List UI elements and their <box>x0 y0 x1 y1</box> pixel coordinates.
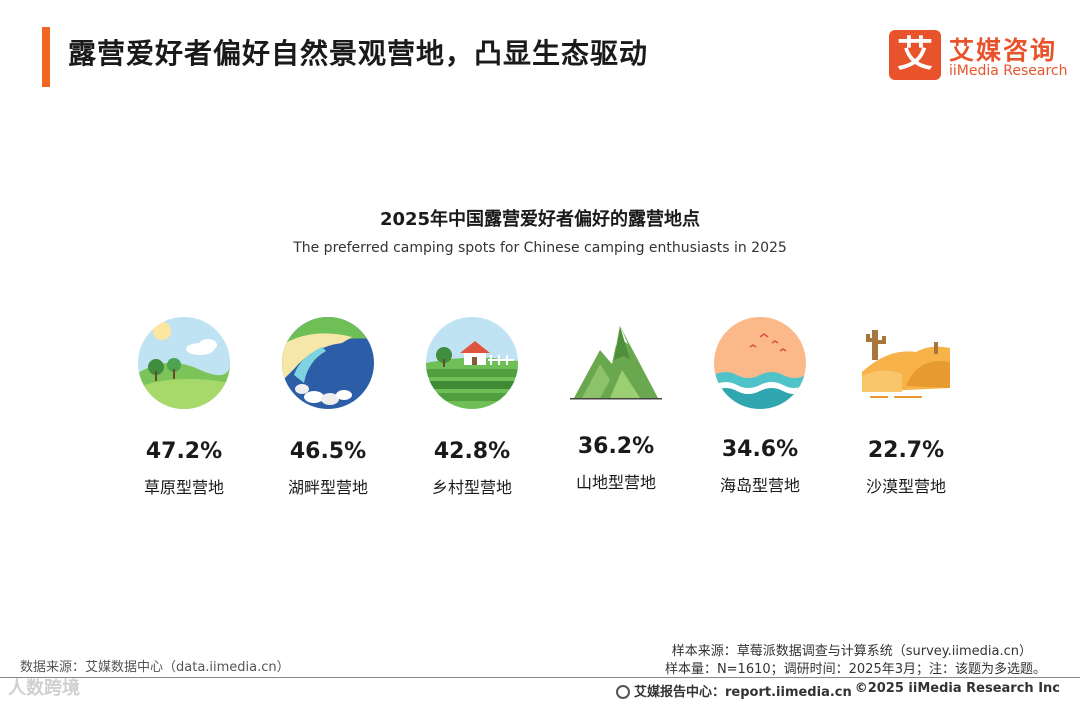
spot-value: 36.2% <box>577 434 655 459</box>
logo-mark: 艾 <box>889 30 941 80</box>
spot-value: 46.5% <box>289 439 367 464</box>
sample-source: 样本来源：草莓派数据调查与计算系统（survey.iimedia.cn） <box>671 644 1032 659</box>
page-title: 露营爱好者偏好自然景观营地，凸显生态驱动 <box>68 37 649 70</box>
logo-name-en: iiMedia Research <box>949 63 1068 79</box>
sample-info: 样本量：N=1610；调研时间：2025年3月；注：该题为多选题。 <box>664 662 1046 677</box>
grassland-icon <box>138 317 230 409</box>
title-accent-bar <box>42 27 50 87</box>
mountain-icon <box>570 326 662 400</box>
spot-item-island: 34.6% 海岛型营地 <box>690 317 830 496</box>
data-source: 数据来源：艾媒数据中心（data.iimedia.cn） <box>20 660 290 675</box>
spot-item-grassland: 47.2% 草原型营地 <box>114 317 254 498</box>
watermark: 人数跨境 <box>8 678 80 699</box>
lakeside-icon <box>282 317 374 409</box>
spot-value: 42.8% <box>433 439 511 464</box>
spot-label: 乡村型营地 <box>431 478 512 497</box>
spot-label: 山地型营地 <box>575 473 656 492</box>
spot-value: 34.6% <box>721 437 799 462</box>
iimedia-logo: 艾 艾媒咨询 iiMedia Research <box>889 30 1068 82</box>
spot-item-lakeside: 46.5% 湖畔型营地 <box>258 317 398 498</box>
chart-title: 2025年中国露营爱好者偏好的露营地点 <box>379 209 701 230</box>
spot-label: 沙漠型营地 <box>865 477 946 496</box>
copyright: ©2025 iiMedia Research Inc <box>854 681 1060 696</box>
spot-value: 47.2% <box>145 439 223 464</box>
spot-label: 湖畔型营地 <box>287 478 368 497</box>
spot-label: 草原型营地 <box>143 478 224 497</box>
report-center: 艾媒报告中心：report.iimedia.cn <box>616 681 852 700</box>
island-icon <box>714 317 806 409</box>
spot-value: 22.7% <box>867 438 945 463</box>
spot-item-mountain: 36.2% 山地型营地 <box>546 320 686 493</box>
spot-item-desert: 22.7% 沙漠型营地 <box>836 322 976 497</box>
village-icon <box>426 317 518 409</box>
logo-name-cn: 艾媒咨询 <box>949 36 1058 65</box>
spot-item-village: 42.8% 乡村型营地 <box>402 317 542 498</box>
footer-divider <box>0 677 1080 678</box>
globe-icon <box>616 685 630 699</box>
desert-icon <box>862 330 950 398</box>
report-center-text: 艾媒报告中心：report.iimedia.cn <box>634 685 852 700</box>
spot-label: 海岛型营地 <box>719 476 800 495</box>
chart-subtitle: The preferred camping spots for Chinese … <box>293 240 787 256</box>
